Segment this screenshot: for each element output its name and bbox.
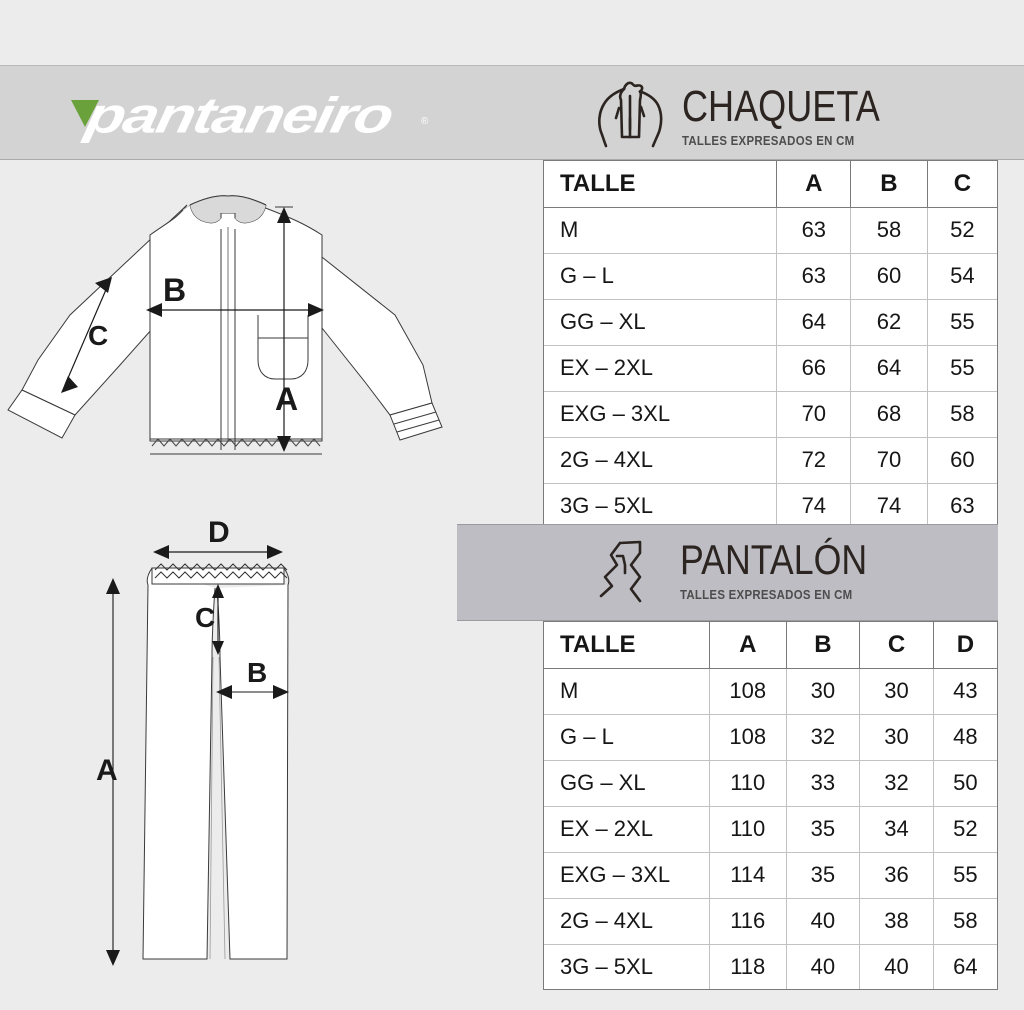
svg-text:A: A: [96, 754, 118, 787]
svg-text:pantaneiro: pantaneiro: [79, 88, 398, 144]
svg-text:A: A: [275, 381, 298, 417]
svg-text:D: D: [208, 520, 230, 549]
svg-text:®: ®: [421, 116, 429, 127]
svg-text:B: B: [163, 272, 186, 308]
svg-text:C: C: [88, 320, 108, 351]
svg-text:C: C: [195, 602, 215, 633]
svg-text:B: B: [247, 657, 267, 688]
